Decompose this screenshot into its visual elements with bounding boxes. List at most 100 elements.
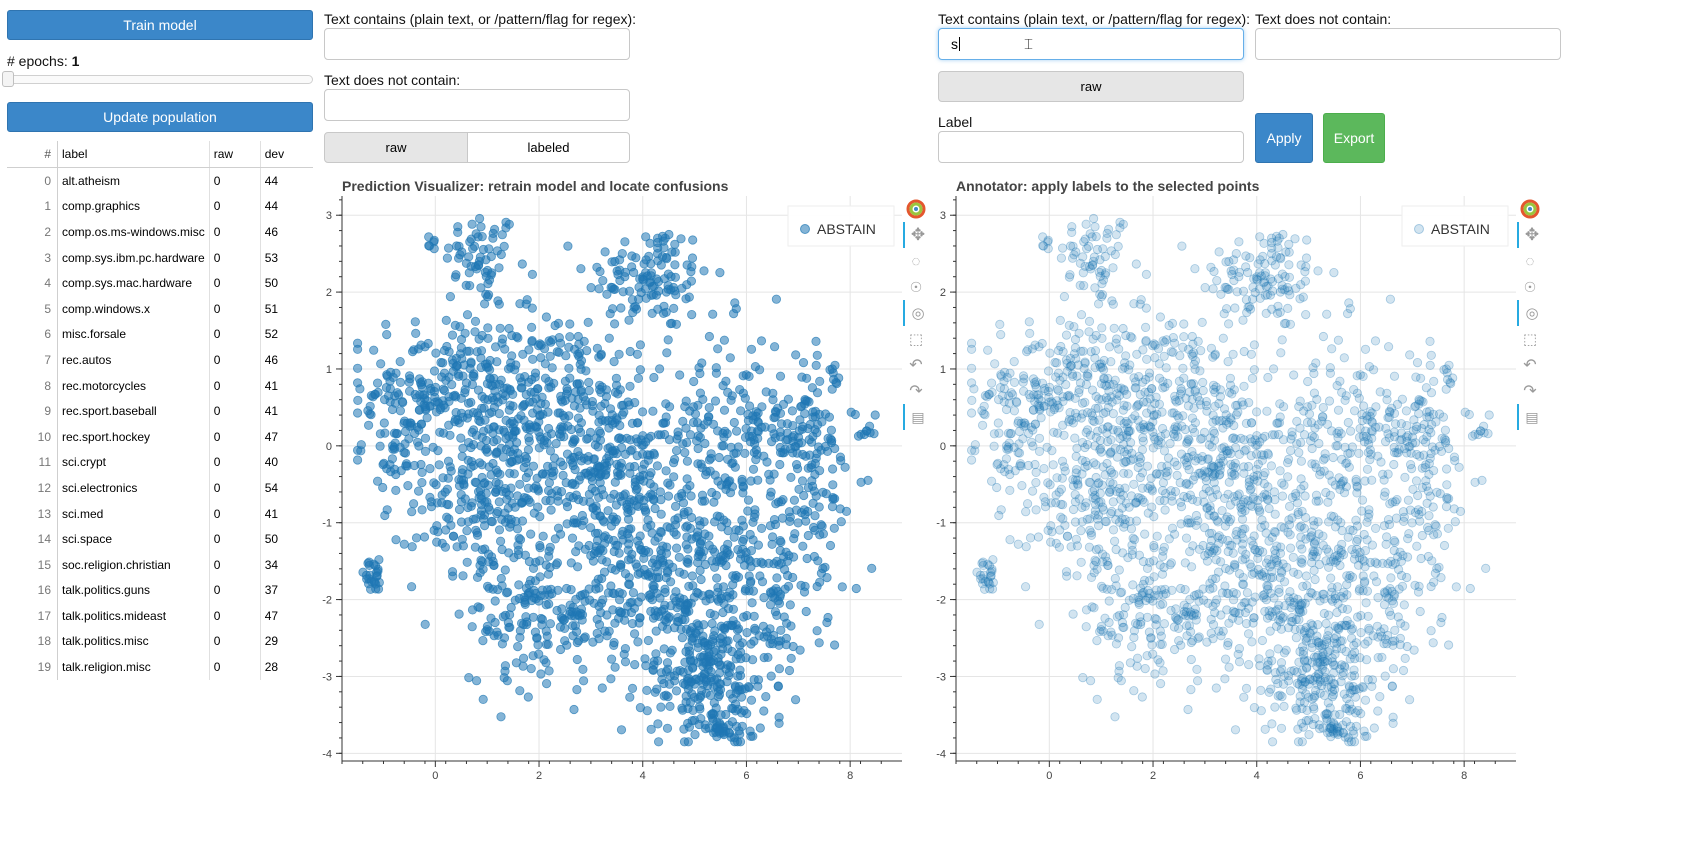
scatter-point[interactable] [681,697,691,707]
scatter-point[interactable] [1142,461,1153,471]
scatter-point[interactable] [1147,486,1157,496]
scatter-point[interactable] [1078,409,1088,419]
scatter-point[interactable] [1095,435,1105,446]
scatter-point[interactable] [662,658,673,668]
scatter-point[interactable] [1319,608,1329,619]
scatter-point[interactable] [1145,481,1155,491]
scatter-point[interactable] [1277,284,1287,294]
scatter-point[interactable] [1141,269,1151,280]
scatter-point[interactable] [426,501,437,512]
scatter-point[interactable] [648,665,658,675]
scatter-point[interactable] [1276,658,1287,668]
scatter-point[interactable] [786,472,796,482]
scatter-point[interactable] [1053,368,1064,378]
table-row[interactable]: 12 sci.electronics 0 54 [7,475,313,501]
redo-icon[interactable]: ↷ [909,383,923,400]
scatter-point[interactable] [630,659,640,670]
scatter-point[interactable] [1071,534,1081,544]
scatter-point[interactable] [1074,388,1084,398]
scatter-point[interactable] [1159,446,1170,456]
scatter-point[interactable] [596,350,606,360]
scatter-point[interactable] [1278,229,1288,240]
scatter-point[interactable] [1081,427,1091,437]
scatter-point[interactable] [1027,344,1038,354]
scatter-point[interactable] [1009,357,1019,367]
scatter-point[interactable] [1207,574,1217,584]
scatter-point[interactable] [478,694,488,704]
scatter-point[interactable] [759,706,769,716]
scatter-point[interactable] [1216,289,1226,299]
scatter-point[interactable] [373,387,383,397]
scatter-point[interactable] [433,446,443,456]
scatter-point[interactable] [629,461,640,472]
scatter-point[interactable] [722,676,732,687]
scatter-point[interactable] [1129,534,1140,545]
scatter-point[interactable] [1229,469,1239,479]
scatter-point[interactable] [1222,512,1232,522]
scatter-point[interactable] [994,510,1004,521]
scatter-point[interactable] [1197,470,1207,480]
scatter-point[interactable] [1146,633,1156,643]
scatter-point[interactable] [490,224,500,235]
scatter-point[interactable] [467,427,477,437]
scatter-point[interactable] [1279,577,1290,587]
scatter-point[interactable] [1066,361,1076,371]
scatter-point[interactable] [795,415,805,425]
scatter-point[interactable] [807,383,817,393]
scatter-point[interactable] [1112,452,1122,462]
scatter-point[interactable] [1229,275,1239,286]
update-population-button[interactable]: Update population [7,102,313,132]
scatter-point[interactable] [499,673,509,683]
scatter-point[interactable] [608,588,618,598]
scatter-point[interactable] [607,514,617,524]
scatter-point[interactable] [1199,523,1210,533]
scatter-point[interactable] [1057,456,1068,466]
scatter-point[interactable] [746,695,757,705]
scatter-point[interactable] [1112,334,1122,344]
scatter-point[interactable] [1120,362,1130,372]
scatter-point[interactable] [1257,433,1268,443]
scatter-point[interactable] [1401,406,1411,416]
scatter-point[interactable] [704,412,714,422]
scatter-point[interactable] [1048,460,1058,470]
scatter-point[interactable] [1280,272,1290,282]
scatter-point[interactable] [1201,476,1211,486]
scatter-point[interactable] [1072,443,1082,453]
scatter-point[interactable] [466,501,476,511]
scatter-point[interactable] [1273,243,1283,253]
scatter-point[interactable] [1131,618,1141,628]
scatter-point[interactable] [563,241,573,251]
scatter-point[interactable] [1037,338,1047,349]
scatter-point[interactable] [1101,407,1111,417]
scatter-point[interactable] [1186,379,1196,389]
finder-contains-input[interactable] [324,28,630,60]
scatter-point[interactable] [1356,627,1366,638]
scatter-point[interactable] [1259,238,1269,248]
scatter-point[interactable] [1093,478,1103,489]
scatter-point[interactable] [1025,533,1036,543]
scatter-point[interactable] [807,460,817,470]
scatter-point[interactable] [494,525,505,535]
scatter-point[interactable] [489,631,499,641]
scatter-point[interactable] [1247,637,1257,647]
scatter-point[interactable] [515,686,525,696]
scatter-point[interactable] [1429,376,1439,386]
scatter-point[interactable] [570,435,580,445]
scatter-point[interactable] [1105,379,1115,389]
scatter-point[interactable] [628,307,638,318]
scatter-point[interactable] [651,626,661,636]
scatter-point[interactable] [656,702,666,712]
scatter-point[interactable] [753,675,764,685]
scatter-point[interactable] [399,539,409,549]
scatter-point[interactable] [1098,549,1108,559]
scatter-point[interactable] [1296,521,1306,531]
scatter-point[interactable] [1068,371,1078,381]
scatter-point[interactable] [996,370,1006,380]
scatter-point[interactable] [1030,340,1040,350]
scatter-point[interactable] [458,571,468,581]
scatter-point[interactable] [1230,470,1240,480]
scatter-point[interactable] [1071,354,1081,364]
scatter-point[interactable] [1261,308,1271,319]
scatter-point[interactable] [1360,695,1371,705]
scatter-point[interactable] [1208,426,1218,436]
